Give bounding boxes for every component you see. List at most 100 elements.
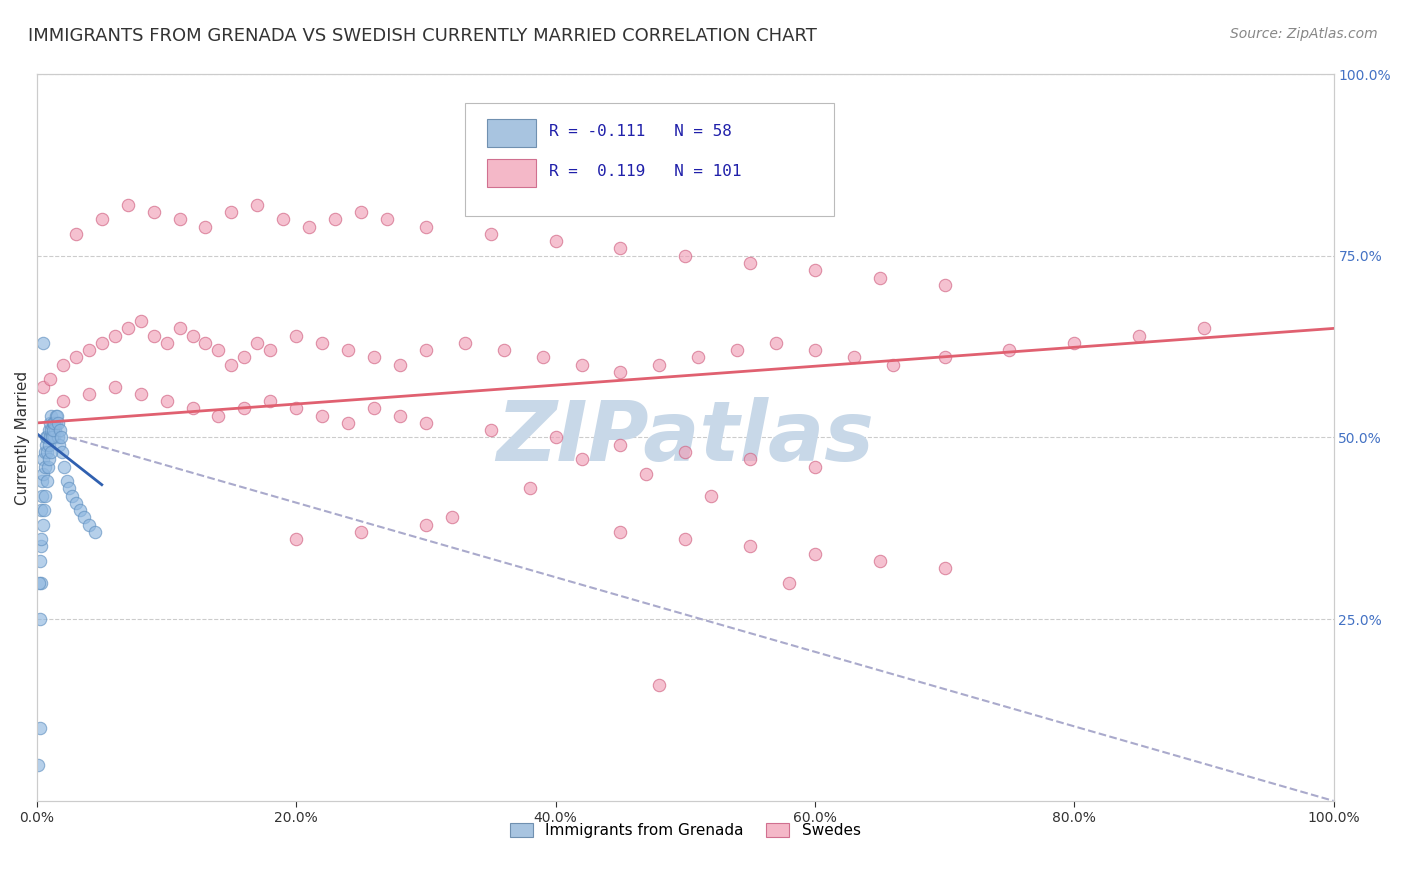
Point (882, 358, 904, 372)
Point (37, 445, 59, 459)
Text: IMMIGRANTS FROM GRENADA VS SWEDISH CURRENTLY MARRIED CORRELATION CHART: IMMIGRANTS FROM GRENADA VS SWEDISH CURRE… (28, 27, 817, 45)
Y-axis label: Currently Married: Currently Married (15, 370, 30, 505)
Point (32, 335, 55, 350)
Point (30, 575, 52, 590)
Point (69, 503, 91, 517)
Text: R =  0.119   N = 101: R = 0.119 N = 101 (550, 164, 741, 179)
Point (30, 540, 52, 554)
Point (39, 409, 62, 423)
Bar (486, 159, 536, 186)
Point (117, 198, 139, 212)
Point (1063, 335, 1085, 350)
Point (207, 409, 229, 423)
Point (609, 524, 631, 539)
Point (934, 561, 956, 575)
Point (90, 335, 112, 350)
Point (609, 438, 631, 452)
Point (90, 212, 112, 227)
Point (41, 430, 63, 444)
Point (53, 459, 76, 474)
Point (869, 270, 891, 285)
Point (45, 416, 67, 430)
Point (738, 256, 761, 270)
Text: R = -0.111   N = 58: R = -0.111 N = 58 (550, 124, 733, 139)
Point (350, 524, 373, 539)
Point (388, 409, 411, 423)
Point (35, 438, 58, 452)
Point (869, 554, 891, 568)
Point (181, 328, 204, 343)
Point (688, 351, 710, 365)
Point (571, 358, 593, 372)
Point (31, 532, 53, 546)
Point (48, 423, 70, 437)
Point (30, 554, 52, 568)
Point (388, 358, 411, 372)
Point (46, 409, 69, 423)
Point (415, 517, 437, 532)
Point (46, 416, 69, 430)
Point (271, 212, 294, 227)
Point (32, 467, 55, 481)
Point (285, 401, 308, 416)
Point (246, 198, 269, 212)
Point (609, 365, 631, 379)
Point (35, 474, 58, 488)
Point (31, 517, 53, 532)
Point (725, 343, 748, 358)
Point (28, 612, 51, 626)
Point (38, 423, 60, 437)
Point (311, 335, 333, 350)
Point (31, 489, 53, 503)
Point (129, 387, 152, 401)
Point (46, 430, 69, 444)
Point (34, 445, 56, 459)
Point (479, 423, 502, 437)
Point (998, 343, 1021, 358)
Point (531, 351, 554, 365)
Point (804, 547, 827, 561)
Point (221, 205, 243, 219)
Point (804, 459, 827, 474)
Point (42, 423, 65, 437)
Point (65, 351, 87, 365)
Point (363, 351, 385, 365)
Point (169, 212, 191, 227)
Point (246, 335, 269, 350)
Point (28, 721, 51, 735)
Point (415, 343, 437, 358)
Point (34, 459, 56, 474)
Point (673, 532, 696, 546)
Point (337, 416, 360, 430)
Point (544, 430, 567, 444)
Point (934, 351, 956, 365)
Point (44, 423, 66, 437)
Point (32, 452, 55, 467)
Point (479, 227, 502, 241)
Point (35, 430, 58, 444)
Point (194, 219, 217, 234)
Point (42, 430, 65, 444)
Point (32, 379, 55, 393)
Point (311, 409, 333, 423)
Point (636, 467, 658, 481)
Point (285, 532, 308, 546)
Point (804, 343, 827, 358)
Point (765, 335, 787, 350)
Point (49, 430, 72, 444)
Point (37, 459, 59, 474)
Point (934, 277, 956, 292)
Point (84, 524, 107, 539)
Point (72, 510, 94, 524)
Point (492, 343, 515, 358)
Point (804, 263, 827, 277)
Point (38, 452, 60, 467)
Point (221, 358, 243, 372)
Point (1192, 321, 1215, 335)
Point (37, 430, 59, 444)
Point (34, 489, 56, 503)
Point (738, 540, 761, 554)
Point (194, 335, 217, 350)
Point (181, 401, 204, 416)
Point (350, 205, 373, 219)
